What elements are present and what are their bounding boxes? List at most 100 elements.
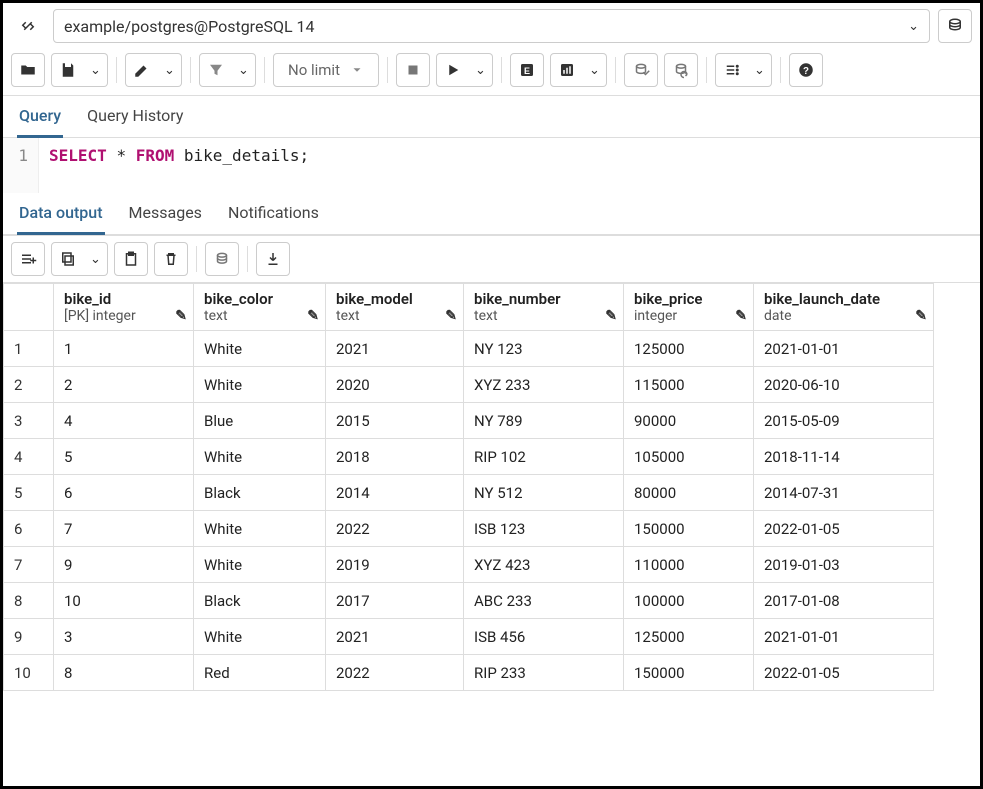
cell-bike_launch_date[interactable]: 2020-06-10 (754, 367, 934, 403)
cell-bike_number[interactable]: RIP 102 (464, 439, 624, 475)
cell-bike_id[interactable]: 3 (54, 619, 194, 655)
table-row[interactable]: 79White2019XYZ 4231100002019-01-03 (4, 547, 934, 583)
editor-code[interactable]: SELECT * FROM bike_details; (39, 138, 319, 193)
rollback-button[interactable] (664, 53, 698, 87)
cell-bike_launch_date[interactable]: 2022-01-05 (754, 511, 934, 547)
table-row[interactable]: 56Black2014NY 512800002014-07-31 (4, 475, 934, 511)
edit-column-icon[interactable]: ✎ (735, 308, 747, 324)
cell-bike_id[interactable]: 2 (54, 367, 194, 403)
edit-column-icon[interactable]: ✎ (915, 308, 927, 324)
table-row[interactable]: 67White2022ISB 1231500002022-01-05 (4, 511, 934, 547)
cell-bike_color[interactable]: Black (194, 583, 326, 619)
cell-bike_price[interactable]: 125000 (624, 331, 754, 367)
cell-bike_id[interactable]: 6 (54, 475, 194, 511)
table-row[interactable]: 11White2021NY 1231250002021-01-01 (4, 331, 934, 367)
cell-bike_launch_date[interactable]: 2018-11-14 (754, 439, 934, 475)
results-grid[interactable]: bike_id[PK] integer✎bike_colortext✎bike_… (3, 283, 980, 786)
table-row[interactable]: 34Blue2015NY 789900002015-05-09 (4, 403, 934, 439)
paste-button[interactable] (114, 242, 148, 276)
cell-bike_number[interactable]: ISB 123 (464, 511, 624, 547)
cell-bike_color[interactable]: White (194, 511, 326, 547)
cell-bike_price[interactable]: 150000 (624, 655, 754, 691)
table-row[interactable]: 93White2021ISB 4561250002021-01-01 (4, 619, 934, 655)
cell-bike_number[interactable]: ABC 233 (464, 583, 624, 619)
column-header-bike_color[interactable]: bike_colortext✎ (194, 284, 326, 331)
edit-column-icon[interactable]: ✎ (307, 308, 319, 324)
cell-bike_price[interactable]: 150000 (624, 511, 754, 547)
add-row-button[interactable] (11, 242, 45, 276)
tab-notifications[interactable]: Notifications (226, 193, 321, 234)
edit-column-icon[interactable]: ✎ (605, 308, 617, 324)
cell-bike_price[interactable]: 90000 (624, 403, 754, 439)
cell-bike_model[interactable]: 2018 (326, 439, 464, 475)
table-row[interactable]: 22White2020XYZ 2331150002020-06-10 (4, 367, 934, 403)
cell-bike_color[interactable]: White (194, 439, 326, 475)
save-dropdown[interactable]: ⌄ (84, 53, 108, 87)
cell-bike_price[interactable]: 115000 (624, 367, 754, 403)
execute-dropdown[interactable]: ⌄ (469, 53, 493, 87)
edit-dropdown[interactable]: ⌄ (158, 53, 182, 87)
connection-select[interactable]: example/postgres@PostgreSQL 14 ⌄ (53, 9, 930, 43)
edit-column-icon[interactable]: ✎ (175, 308, 187, 324)
table-row[interactable]: 45White2018RIP 1021050002018-11-14 (4, 439, 934, 475)
cell-bike_color[interactable]: Blue (194, 403, 326, 439)
cell-bike_number[interactable]: NY 789 (464, 403, 624, 439)
cell-bike_model[interactable]: 2022 (326, 655, 464, 691)
commit-button[interactable] (624, 53, 658, 87)
cell-bike_model[interactable]: 2020 (326, 367, 464, 403)
save-button[interactable] (51, 53, 85, 87)
cell-bike_color[interactable]: White (194, 619, 326, 655)
cell-bike_id[interactable]: 9 (54, 547, 194, 583)
explain-dropdown[interactable]: ⌄ (583, 53, 607, 87)
cell-bike_id[interactable]: 5 (54, 439, 194, 475)
column-header-bike_number[interactable]: bike_numbertext✎ (464, 284, 624, 331)
column-header-bike_launch_date[interactable]: bike_launch_datedate✎ (754, 284, 934, 331)
cell-bike_color[interactable]: White (194, 547, 326, 583)
cell-bike_model[interactable]: 2022 (326, 511, 464, 547)
cell-bike_launch_date[interactable]: 2022-01-05 (754, 655, 934, 691)
cell-bike_launch_date[interactable]: 2015-05-09 (754, 403, 934, 439)
explain-button[interactable]: E (510, 53, 544, 87)
cell-bike_id[interactable]: 4 (54, 403, 194, 439)
cell-bike_price[interactable]: 105000 (624, 439, 754, 475)
cell-bike_price[interactable]: 125000 (624, 619, 754, 655)
cell-bike_color[interactable]: White (194, 331, 326, 367)
column-header-bike_price[interactable]: bike_priceinteger✎ (624, 284, 754, 331)
new-connection-button[interactable] (938, 9, 972, 43)
cell-bike_color[interactable]: Black (194, 475, 326, 511)
cell-bike_number[interactable]: XYZ 423 (464, 547, 624, 583)
column-header-bike_id[interactable]: bike_id[PK] integer✎ (54, 284, 194, 331)
cell-bike_id[interactable]: 10 (54, 583, 194, 619)
cell-bike_number[interactable]: ISB 456 (464, 619, 624, 655)
cell-bike_model[interactable]: 2019 (326, 547, 464, 583)
cell-bike_model[interactable]: 2014 (326, 475, 464, 511)
cell-bike_launch_date[interactable]: 2021-01-01 (754, 619, 934, 655)
edit-column-icon[interactable]: ✎ (445, 308, 457, 324)
cell-bike_model[interactable]: 2015 (326, 403, 464, 439)
filter-dropdown[interactable]: ⌄ (232, 53, 256, 87)
cell-bike_color[interactable]: Red (194, 655, 326, 691)
tab-messages[interactable]: Messages (127, 193, 204, 234)
column-header-bike_model[interactable]: bike_modeltext✎ (326, 284, 464, 331)
download-button[interactable] (256, 242, 290, 276)
open-file-button[interactable] (11, 53, 45, 87)
cell-bike_launch_date[interactable]: 2014-07-31 (754, 475, 934, 511)
copy-button[interactable] (51, 242, 85, 276)
tab-data-output[interactable]: Data output (17, 193, 105, 235)
cell-bike_number[interactable]: NY 123 (464, 331, 624, 367)
table-row[interactable]: 108Red2022RIP 2331500002022-01-05 (4, 655, 934, 691)
copy-dropdown[interactable]: ⌄ (84, 242, 108, 276)
macros-dropdown[interactable]: ⌄ (748, 53, 772, 87)
tab-query[interactable]: Query (17, 96, 63, 138)
execute-button[interactable] (436, 53, 470, 87)
cell-bike_model[interactable]: 2021 (326, 331, 464, 367)
sql-editor[interactable]: 1 SELECT * FROM bike_details; (3, 138, 980, 193)
cell-bike_launch_date[interactable]: 2017-01-08 (754, 583, 934, 619)
cell-bike_color[interactable]: White (194, 367, 326, 403)
cell-bike_model[interactable]: 2021 (326, 619, 464, 655)
tab-query-history[interactable]: Query History (85, 96, 185, 137)
cell-bike_number[interactable]: RIP 233 (464, 655, 624, 691)
cell-bike_launch_date[interactable]: 2019-01-03 (754, 547, 934, 583)
cell-bike_model[interactable]: 2017 (326, 583, 464, 619)
help-button[interactable]: ? (789, 53, 823, 87)
